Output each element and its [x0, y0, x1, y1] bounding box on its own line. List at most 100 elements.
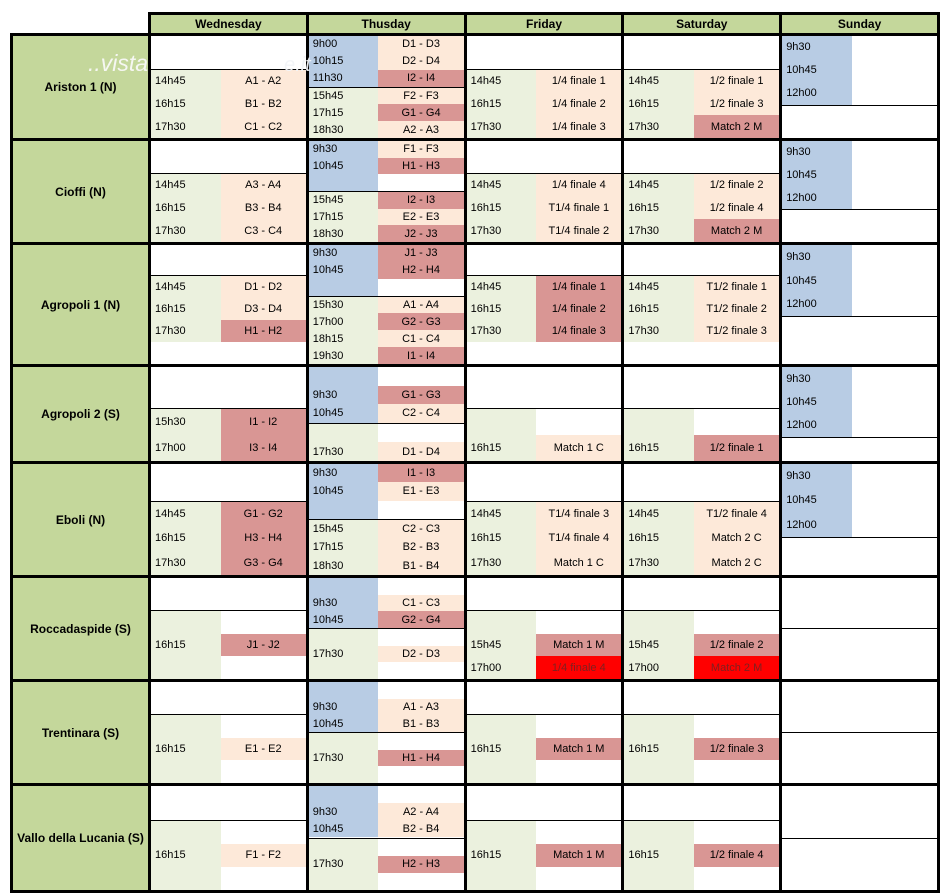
match-cell: [852, 367, 937, 390]
match-cell: 1/2 finale 1: [694, 435, 780, 461]
time-cell: 9h30: [308, 464, 379, 483]
match-cell: C1 - C2: [220, 115, 306, 138]
schedule-line: 10h45 H1 - H3: [308, 157, 464, 175]
schedule-line: 16h15 B1 - B2: [151, 92, 306, 116]
match-cell: [221, 578, 306, 589]
match-cell: [221, 821, 306, 844]
match-cell: I2 - I3: [378, 192, 464, 209]
schedule-line: [782, 682, 937, 699]
day-header-friday: Friday: [466, 15, 625, 33]
match-cell: F2 - F3: [378, 87, 464, 105]
day-header-wednesday: Wednesday: [151, 15, 309, 33]
time-cell: [782, 341, 852, 353]
schedule-line: 17h30 1/4 finale 3: [466, 115, 622, 138]
time-cell: 15h45: [308, 192, 379, 209]
morning-block: 9h30 10h45 12h00: [782, 367, 937, 439]
match-cell: H3 - H4: [220, 526, 306, 551]
time-cell: [308, 278, 379, 296]
schedule-line: 17h00 1/4 finale 4: [466, 656, 622, 679]
schedule-line: 9h30: [782, 36, 937, 59]
time-cell: [151, 342, 221, 364]
schedule-line: [467, 265, 622, 275]
time-cell: [782, 873, 852, 890]
schedule-line: [467, 786, 622, 797]
afternoon-block: 16h15 Match 1 C: [466, 409, 622, 461]
schedule-line: [151, 36, 306, 47]
time-cell: [308, 423, 379, 443]
schedule-line: [782, 116, 937, 127]
morning-block: [151, 578, 306, 611]
match-cell: [536, 255, 621, 265]
schedule-line: 15h45 Match 1 M: [466, 633, 622, 657]
schedule-line: 18h30 B1 - B4: [308, 556, 464, 575]
match-cell: [694, 152, 779, 163]
time-cell: 14h45: [624, 502, 695, 527]
match-cell: [694, 367, 779, 381]
time-cell: 10h45: [308, 261, 379, 279]
match-cell: C1 - C4: [378, 330, 464, 348]
match-cell: [852, 820, 937, 837]
schedule-line: [467, 395, 622, 409]
match-cell: [536, 152, 621, 163]
match-cell: [694, 141, 779, 152]
schedule-line: [151, 820, 306, 844]
match-cell: Match 1 M: [536, 843, 622, 867]
time-cell: [151, 589, 221, 600]
schedule-line: 19h30 I1 - I4: [308, 347, 464, 364]
time-cell: [151, 476, 221, 488]
schedule-line: 18h15 C1 - C4: [308, 330, 464, 348]
schedule-line: [782, 127, 937, 138]
schedule-line: 16h15 J1 - J2: [151, 633, 306, 657]
time-cell: 16h15: [151, 92, 221, 116]
day-cells: 15h30 I1 - I2 17h00 I3 - I4 9h30 G1 - G3 10h45…: [151, 367, 937, 461]
time-cell: [151, 703, 221, 714]
match-cell: 1/4 finale 3: [536, 320, 622, 342]
time-cell: [624, 395, 694, 409]
schedule-line: [624, 162, 779, 173]
match-cell: 1/2 finale 2: [694, 174, 780, 197]
match-cell: [852, 578, 937, 595]
day-cell-thusday: 9h30 J1 - J3 10h45 H2 - H4 15h30 A1 - A4 17h00…: [308, 245, 467, 364]
schedule-line: [467, 245, 622, 255]
afternoon-block: 17h30 D2 - D3: [308, 629, 464, 679]
time-cell: [151, 152, 221, 163]
match-cell: E1 - E2: [220, 737, 306, 761]
day-cell-friday: 14h45 T1/4 finale 3 16h15 T1/4 finale 4 17h3…: [466, 464, 625, 575]
day-cell-thusday: 9h30 I1 - I3 10h45 E1 - E3 15h45 C2 - C3 17h15…: [308, 464, 467, 575]
time-cell: [782, 231, 852, 242]
time-cell: 10h45: [782, 488, 852, 513]
day-cell-wednesday: 14h45 A1 - A2 16h15 B1 - B2 17h30 C1 - C2: [151, 36, 309, 138]
schedule-line: 16h15 Match 1 M: [466, 843, 622, 867]
schedule-line: [308, 733, 464, 750]
venue-name: Vallo della Lucania (S): [13, 786, 151, 890]
schedule-line: 17h00 I3 - I4: [151, 435, 306, 461]
schedule-line: 18h30 J2 - J3: [308, 225, 464, 242]
time-cell: 16h15: [151, 196, 221, 220]
afternoon-block: 16h15 J1 - J2: [151, 611, 306, 679]
match-cell: T1/4 finale 3: [536, 502, 622, 527]
time-cell: 16h15: [624, 196, 695, 220]
schedule-line: 16h15 1/2 finale 4: [624, 196, 780, 220]
time-cell: [467, 797, 537, 808]
schedule-line: [151, 245, 306, 255]
schedule-line: 16h15 T1/2 finale 2: [624, 298, 780, 320]
schedule-line: [151, 255, 306, 265]
schedule-line: [467, 464, 622, 476]
schedule-line: [782, 715, 937, 732]
match-cell: H2 - H4: [378, 261, 464, 279]
time-cell: [624, 152, 694, 163]
schedule-line: [624, 476, 779, 488]
match-cell: [378, 367, 463, 386]
match-cell: [221, 611, 306, 634]
match-cell: Match 1 M: [536, 633, 622, 657]
schedule-line: [624, 36, 779, 47]
time-cell: 18h30: [308, 225, 379, 242]
schedule-line: 14h45 T1/4 finale 3: [466, 502, 622, 527]
schedule-line: 9h30 C1 - C3: [308, 594, 464, 612]
match-cell: [221, 489, 306, 501]
time-cell: 17h30: [308, 855, 379, 873]
match-cell: B1 - B4: [378, 556, 464, 575]
time-cell: [467, 152, 537, 163]
match-cell: [536, 715, 621, 738]
schedule-line: [151, 342, 306, 364]
